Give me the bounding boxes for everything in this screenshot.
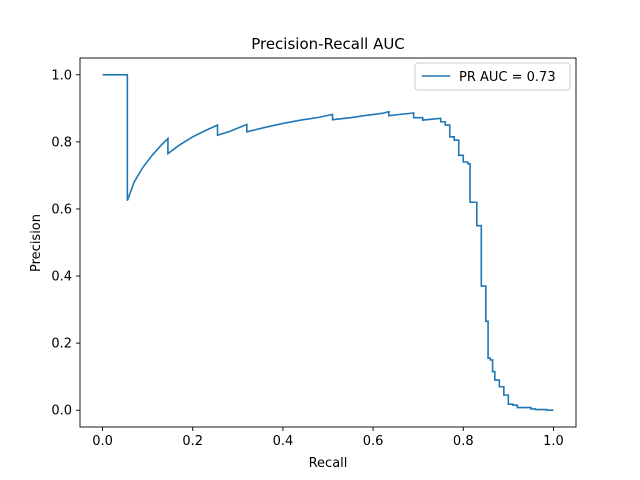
y-tick-label: 0.8 <box>51 135 72 150</box>
x-tick-label: 0.4 <box>273 434 294 449</box>
x-tick-label: 1.0 <box>543 434 564 449</box>
legend-entry-label: PR AUC = 0.73 <box>459 70 556 85</box>
legend: PR AUC = 0.73 <box>414 62 571 91</box>
legend-box <box>414 62 571 91</box>
x-tick-label: 0.2 <box>182 434 203 449</box>
axes-frame <box>79 57 577 428</box>
plot-area: 0.0 0.2 0.4 0.6 0.8 1.0 0.0 0.2 0.4 0.6 0.8 1.0 <box>51 57 577 449</box>
x-tick-label: 0.6 <box>363 434 384 449</box>
x-tick-label: 0.0 <box>92 434 113 449</box>
y-axis-label: Precision <box>29 214 44 272</box>
y-tick-label: 0.0 <box>51 404 72 419</box>
x-axis-label: Recall <box>309 456 348 471</box>
chart-title: Precision-Recall AUC <box>251 35 405 53</box>
y-tick-label: 0.2 <box>51 337 72 352</box>
y-tick-label: 0.6 <box>51 202 72 217</box>
y-tick-label: 1.0 <box>51 68 72 83</box>
y-tick-label: 0.4 <box>51 270 72 285</box>
x-tick-label: 0.8 <box>453 434 474 449</box>
series-line-0 <box>102 73 554 412</box>
